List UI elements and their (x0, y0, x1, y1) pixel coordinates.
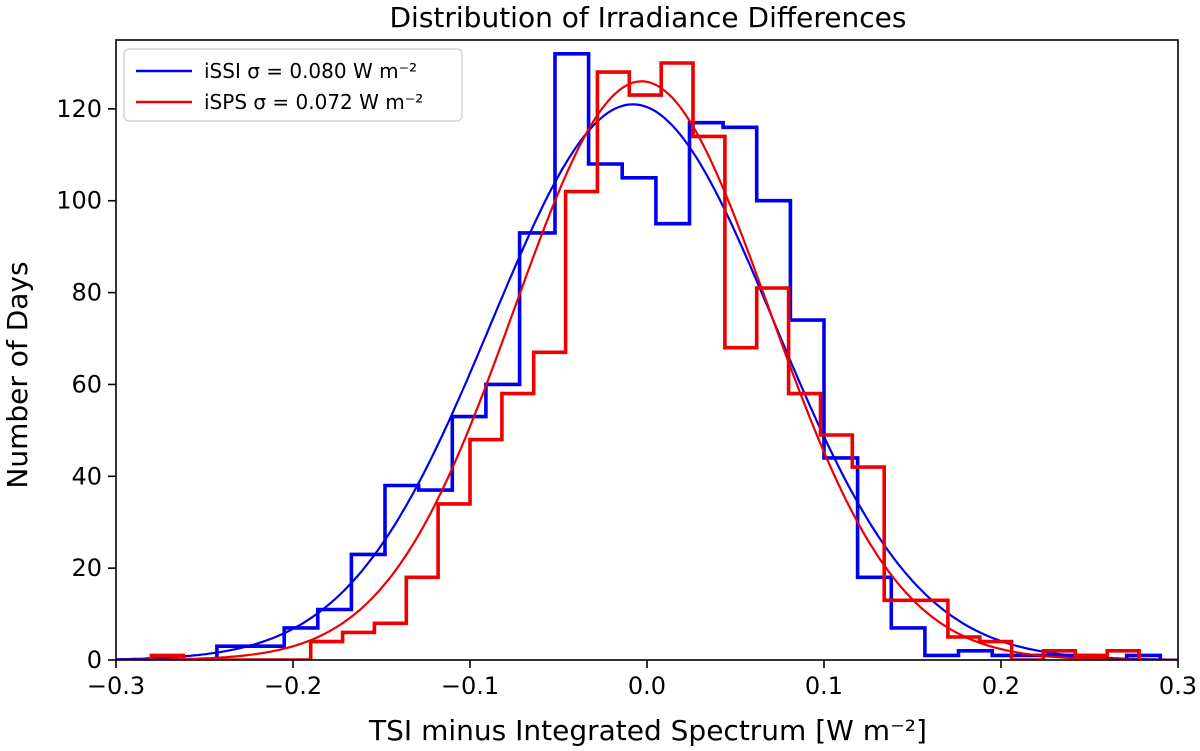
x-tick-label: −0.1 (441, 672, 499, 700)
plot-area (116, 52, 1178, 660)
x-tick-label: 0.2 (982, 672, 1020, 700)
y-tick-label: 60 (71, 370, 102, 398)
histogram-issi (116, 52, 1163, 660)
chart-title: Distribution of Irradiance Differences (389, 1, 906, 34)
y-axis: 0 20 40 60 80 100 120 (56, 95, 116, 674)
x-tick-label: −0.2 (264, 672, 322, 700)
y-tick-label: 80 (71, 279, 102, 307)
fit-curve-issi (116, 103, 1178, 660)
plot-frame (115, 39, 1179, 661)
y-tick-label: 40 (71, 462, 102, 490)
legend-frame (123, 48, 463, 122)
x-tick-label: 0.0 (628, 672, 666, 700)
x-axis: −0.3 −0.2 −0.1 0.0 0.1 0.2 0.3 (87, 660, 1197, 700)
fit-curve-isps (116, 80, 1178, 660)
y-tick-label: 20 (71, 554, 102, 582)
histogram-isps (149, 61, 1141, 660)
y-tick-label: 100 (56, 187, 102, 215)
x-tick-label: 0.3 (1159, 672, 1197, 700)
y-tick-label: 120 (56, 95, 102, 123)
x-axis-label: TSI minus Integrated Spectrum [W m⁻²] (368, 714, 927, 747)
x-tick-label: 0.1 (805, 672, 843, 700)
legend-label-issi: iSSI σ = 0.080 W m⁻² (204, 59, 417, 83)
legend-label-isps: iSPS σ = 0.072 W m⁻² (204, 90, 423, 114)
y-axis-label: Number of Days (1, 261, 34, 488)
legend: iSSI σ = 0.080 W m⁻² iSPS σ = 0.072 W m⁻² (123, 48, 463, 122)
y-tick-label: 0 (87, 646, 102, 674)
x-tick-label: −0.3 (87, 672, 145, 700)
